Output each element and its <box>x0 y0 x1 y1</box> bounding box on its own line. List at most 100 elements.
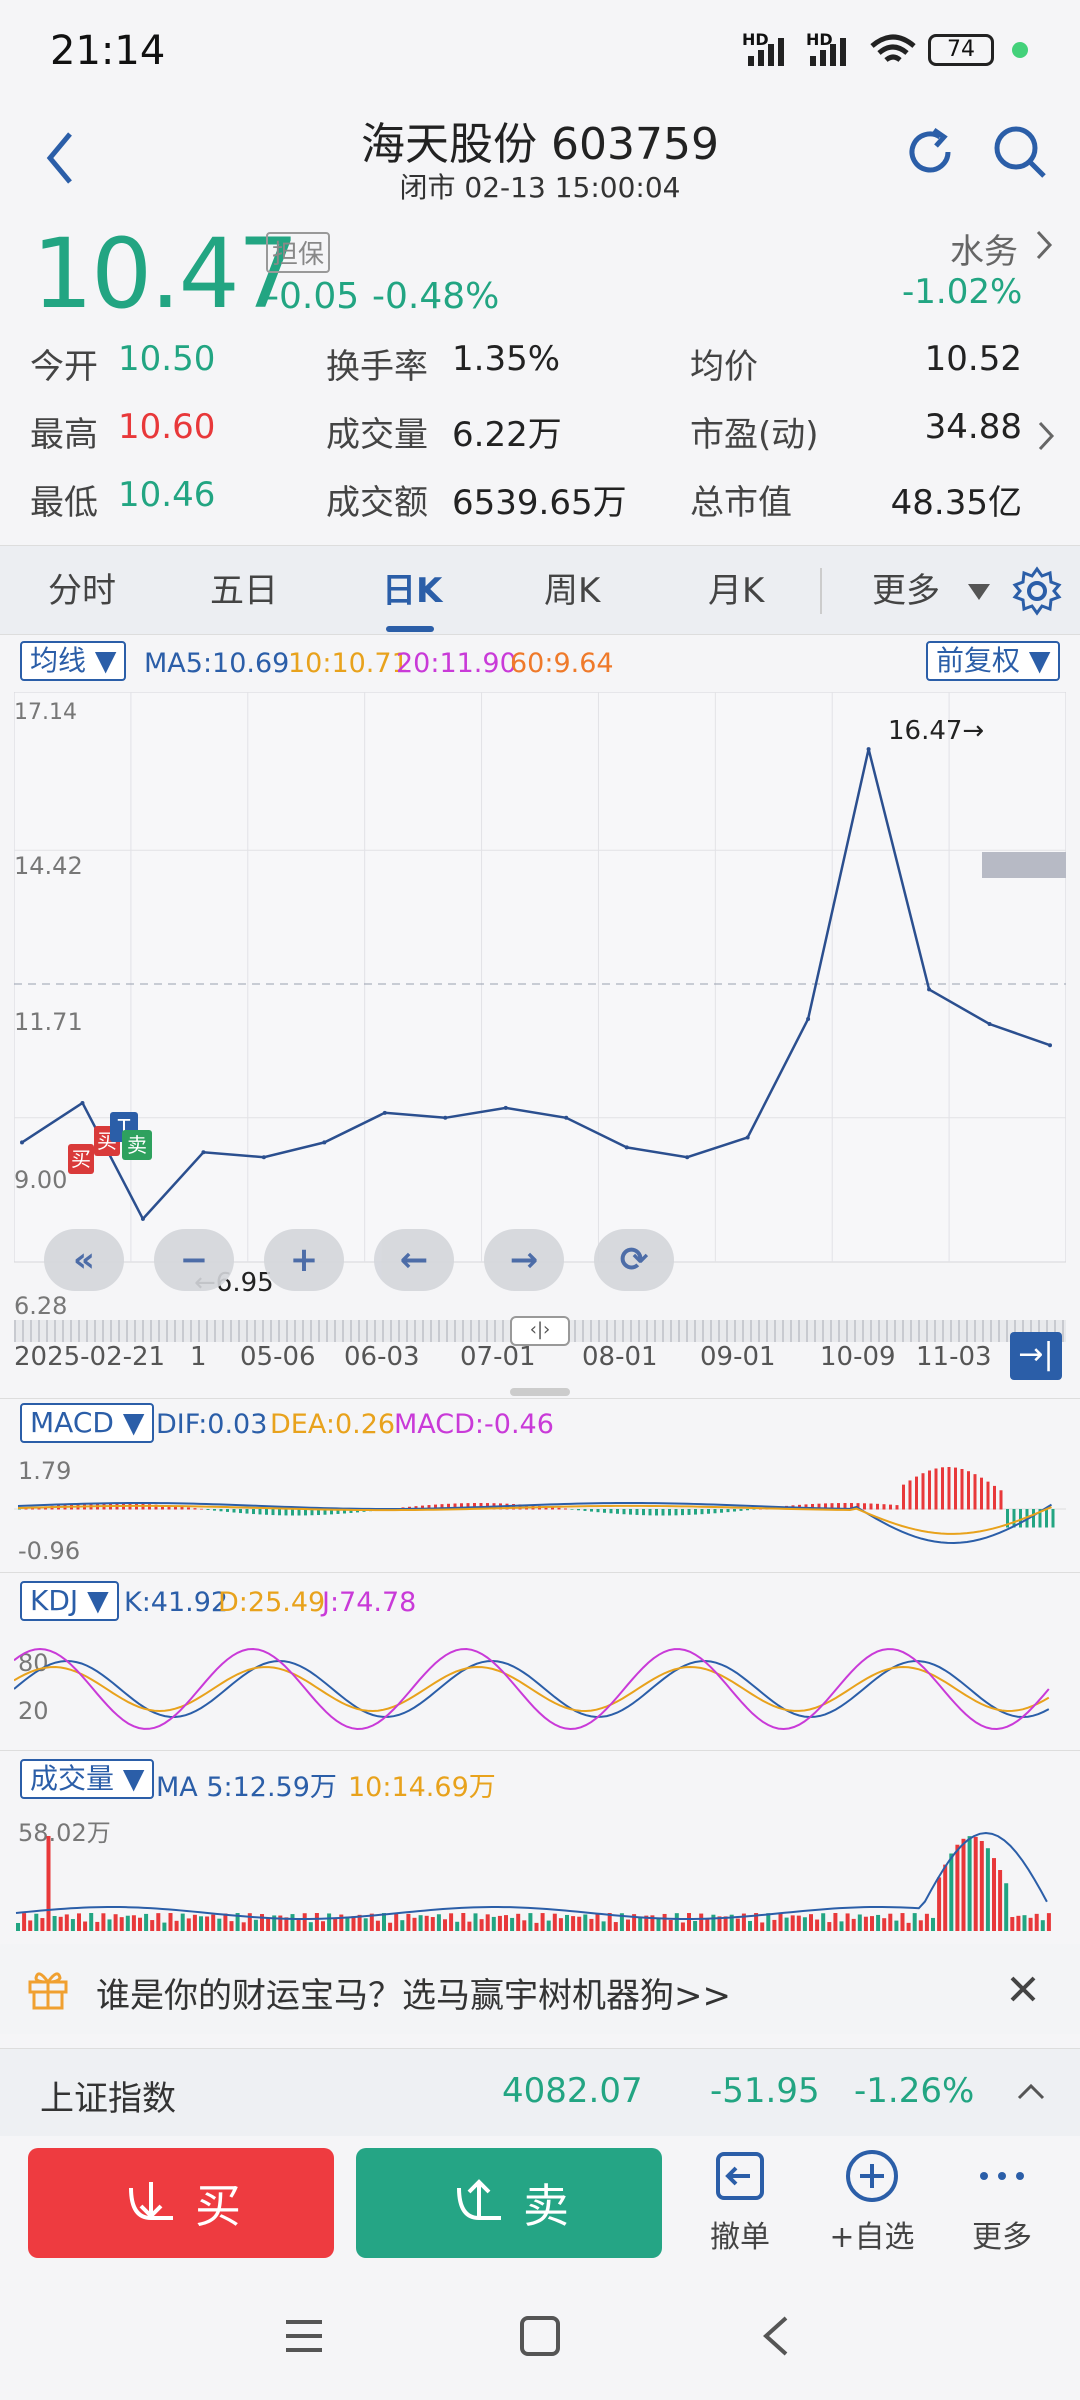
volume-bar <box>754 1913 759 1931</box>
kdj-k-line <box>14 1659 1050 1719</box>
jump-to-latest-button[interactable]: →| <box>1010 1332 1062 1380</box>
pan-right-button[interactable]: → <box>484 1229 564 1291</box>
tab-monthly-k[interactable]: 月K <box>708 571 765 611</box>
macd-bar <box>278 1509 281 1516</box>
volume-bar <box>662 1913 667 1931</box>
volume-bar <box>412 1917 417 1931</box>
macd-bar <box>707 1509 710 1514</box>
macd-bar <box>720 1509 723 1513</box>
volume-bar <box>821 1913 826 1931</box>
buy-button[interactable]: 买 <box>28 2148 334 2258</box>
volume-bar <box>302 1913 307 1931</box>
macd-bar <box>635 1509 639 1515</box>
volume-bar <box>119 1917 124 1931</box>
sector-name[interactable]: 水务 <box>950 232 1018 272</box>
macd-bar <box>648 1509 652 1516</box>
volume-bar <box>461 1913 466 1931</box>
zoom-in-button[interactable]: + <box>264 1229 344 1291</box>
panel-resize-handle[interactable] <box>510 1388 570 1396</box>
volume-bar <box>272 1915 277 1931</box>
sell-button[interactable]: 卖 <box>356 2148 662 2258</box>
volume-bar <box>699 1913 704 1931</box>
menu-icon[interactable] <box>282 2316 326 2356</box>
tab-more[interactable]: 更多 <box>872 571 940 611</box>
volume-chart[interactable] <box>14 1809 1066 1931</box>
volume-bar <box>949 1853 954 1931</box>
undo-icon <box>716 2152 764 2200</box>
close-icon[interactable] <box>1008 1974 1038 2004</box>
rotate-button[interactable]: ⟳ <box>594 1229 674 1291</box>
pan-left-button[interactable]: ← <box>374 1229 454 1291</box>
gear-icon[interactable] <box>1012 566 1062 616</box>
volume-bar <box>131 1915 136 1931</box>
home-icon[interactable] <box>518 2314 562 2358</box>
promo-banner[interactable]: 谁是你的财运宝马？选马赢宇树机器狗>> <box>0 1944 1080 2034</box>
volume-bar <box>241 1922 246 1931</box>
macd-bar <box>330 1509 333 1515</box>
tab-five-day[interactable]: 五日 <box>210 571 278 611</box>
sell-marker[interactable]: 卖 <box>122 1130 152 1160</box>
buy-marker[interactable]: 买 <box>68 1144 94 1174</box>
rewind-button[interactable]: « <box>44 1229 124 1291</box>
last-price: 10.47 <box>32 218 299 330</box>
volume-bar <box>314 1913 319 1931</box>
index-change-pct: -1.26% <box>854 2071 975 2111</box>
search-icon[interactable] <box>990 122 1050 182</box>
volume-bar <box>52 1916 57 1931</box>
price-point <box>624 1145 629 1150</box>
macd-dif: DIF:0.03 <box>156 1409 268 1440</box>
tab-weekly-k[interactable]: 周K <box>544 571 601 611</box>
volume-bar <box>138 1917 142 1931</box>
status-bar: 21:14 HD HD 74 <box>0 0 1080 100</box>
macd-bar <box>746 1509 749 1511</box>
chart-frame <box>14 692 1066 1263</box>
volume-bar <box>839 1921 844 1931</box>
back-icon[interactable] <box>40 128 80 188</box>
volume-bar <box>1016 1915 1021 1931</box>
back-nav-icon[interactable] <box>760 2314 790 2358</box>
volume-bar <box>375 1920 380 1931</box>
period-tabs: 分时 五日 日K 周K 月K 更多 <box>0 545 1080 635</box>
x-tick: 1 <box>190 1342 207 1372</box>
volume-bar <box>870 1916 874 1931</box>
volume-selector[interactable]: 成交量 ▼ <box>20 1759 155 1799</box>
kdj-selector[interactable]: KDJ ▼ <box>20 1581 119 1621</box>
tab-minute[interactable]: 分时 <box>48 571 116 611</box>
macd-bar <box>941 1467 944 1510</box>
kdj-j: J:74.78 <box>322 1587 417 1618</box>
volume-bar <box>583 1914 588 1931</box>
avg-price-label: 均价 <box>690 347 758 387</box>
scroll-handle[interactable]: ‹|› <box>510 1316 570 1346</box>
kdj-chart[interactable] <box>14 1629 1066 1747</box>
volume-bar <box>321 1921 325 1931</box>
pe-label: 市盈(动) <box>690 415 819 455</box>
volume-bar <box>1034 1913 1039 1931</box>
chevron-right-icon[interactable] <box>1036 419 1056 453</box>
macd-bar <box>609 1509 613 1514</box>
adjust-selector[interactable]: 前复权 ▼ <box>926 641 1061 681</box>
tab-daily-k[interactable]: 日K <box>382 571 443 611</box>
volume-bar <box>473 1913 478 1931</box>
more-button[interactable]: 更多 <box>962 2148 1042 2260</box>
battery-icon: 74 <box>928 34 994 66</box>
ma-selector[interactable]: 均线 ▼ <box>20 641 127 681</box>
macd-bar <box>999 1490 1003 1510</box>
price-chart[interactable] <box>14 692 1066 1322</box>
add-watchlist-label: +自选 <box>829 2220 915 2255</box>
cancel-order-button[interactable]: 撤单 <box>700 2148 780 2260</box>
zoom-out-button[interactable]: − <box>154 1229 234 1291</box>
macd-bar <box>226 1509 229 1512</box>
macd-selector[interactable]: MACD ▼ <box>20 1403 155 1443</box>
volume-bar <box>156 1913 161 1931</box>
macd-bar <box>265 1509 268 1515</box>
add-watchlist-button[interactable]: +自选 <box>822 2148 922 2260</box>
index-ticker[interactable]: 上证指数 4082.07 -51.95 -1.26% <box>0 2048 1080 2136</box>
chevron-up-icon[interactable] <box>1016 2081 1046 2101</box>
kdj-20-tick: 20 <box>18 1697 49 1725</box>
macd-chart[interactable] <box>14 1449 1066 1569</box>
macd-bar <box>713 1509 717 1514</box>
macd-bar <box>603 1509 606 1513</box>
macd-bar <box>583 1509 587 1511</box>
volume-bar <box>192 1914 197 1931</box>
refresh-icon[interactable] <box>900 122 960 182</box>
